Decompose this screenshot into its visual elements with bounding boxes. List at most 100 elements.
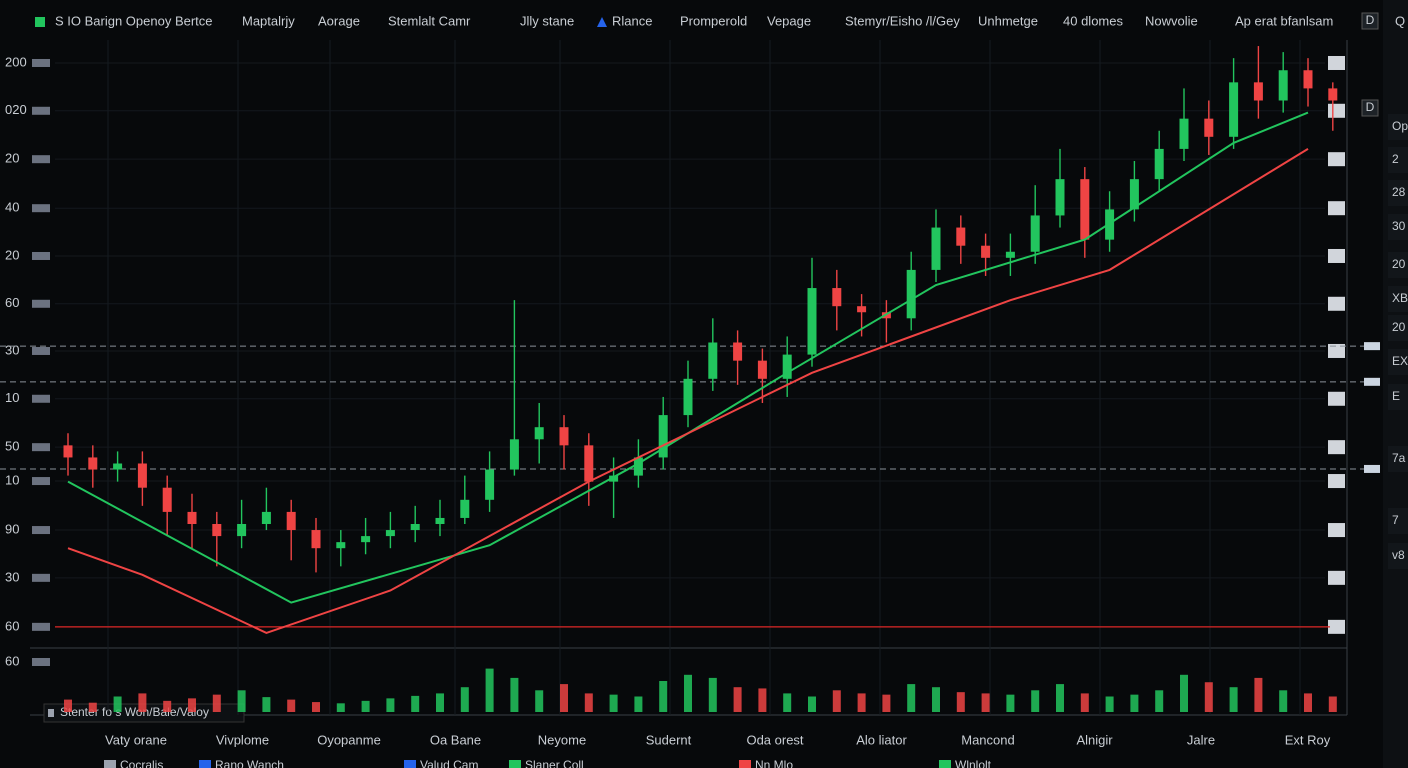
right-tick-box: [1328, 474, 1345, 489]
candle-body: [807, 288, 817, 355]
toolbar-item[interactable]: Stemlalt Camr: [388, 13, 471, 28]
toolbar-item[interactable]: Promperold: [680, 13, 747, 28]
right-tick-box: [1328, 103, 1345, 118]
candle-body: [609, 475, 619, 482]
volume-bar: [1080, 693, 1089, 712]
y-tick-box: [32, 394, 50, 403]
toolbar-item[interactable]: Ap erat bfanlsam: [1235, 13, 1333, 28]
right-tick-box: [1328, 248, 1345, 263]
candle-body: [212, 524, 222, 537]
volume-bar: [460, 687, 469, 712]
volume-bar: [212, 694, 221, 712]
side-box: [1388, 349, 1408, 375]
volume-bar: [659, 681, 668, 712]
right-tick-box: [1328, 152, 1345, 167]
toolbar-item[interactable]: Vepage: [767, 13, 811, 28]
candle-body: [981, 245, 991, 258]
candle-body: [683, 378, 693, 416]
volume-bar: [64, 699, 72, 712]
volume-bar: [1056, 684, 1064, 712]
candle-body: [261, 511, 271, 524]
volume-bar: [262, 697, 271, 712]
candle-body: [1030, 215, 1040, 252]
y-tick-box: [32, 299, 50, 308]
volume-bar: [1304, 693, 1312, 712]
volume-bar: [907, 684, 916, 712]
volume-bar: [1279, 690, 1288, 712]
legend-swatch: [48, 709, 54, 717]
candle-body: [1303, 70, 1313, 89]
volume-bar: [708, 677, 717, 712]
d-button[interactable]: [1361, 12, 1379, 30]
y-tick-box: [32, 443, 50, 452]
volume-bar: [188, 698, 196, 712]
candle-body: [187, 511, 197, 524]
x-tick-label: Mancond: [961, 732, 1014, 747]
legend-text: Stenter fo s Won/Bale/Valoy: [60, 705, 209, 719]
right-tick-box: [1328, 523, 1345, 538]
x-tick-label: Alnigir: [1076, 732, 1113, 747]
candle-body: [1229, 82, 1239, 137]
y-tick-box: [32, 573, 50, 582]
volume-bar: [1180, 674, 1188, 712]
y-tick-label: 60: [5, 618, 19, 633]
candle-body: [1005, 251, 1015, 258]
candle-body: [906, 269, 916, 319]
logo-square: [35, 17, 45, 27]
right-tick-box: [1328, 570, 1345, 585]
right-tick-box: [1328, 440, 1345, 455]
y-tick-box: [32, 658, 50, 666]
legend-swatch: [939, 760, 951, 768]
y-tick-label: 10: [5, 472, 19, 487]
y-tick-box: [32, 526, 50, 535]
volume-bar: [411, 695, 420, 712]
x-tick-label: Vivplome: [216, 732, 269, 747]
volume-bar: [336, 703, 345, 712]
candle-body: [460, 499, 470, 518]
side-value: 28: [1392, 185, 1406, 199]
level-tag: [1364, 342, 1380, 351]
right-tick-box: [1328, 343, 1345, 358]
y-tick-label: 40: [5, 200, 19, 215]
toolbar-item[interactable]: Unhmetge: [978, 13, 1038, 28]
toolbar-item[interactable]: Maptalrjy: [242, 13, 295, 28]
candle-body: [1253, 82, 1263, 101]
right-tick-box: [1328, 296, 1345, 311]
volume-bar: [88, 702, 97, 712]
moving-average: [67, 148, 1309, 634]
volume-bar: [1031, 690, 1040, 712]
candle-body: [509, 439, 519, 470]
candle-body: [410, 524, 420, 531]
toolbar-item[interactable]: Jlly stane: [520, 13, 574, 28]
d-button-label-2: D: [1366, 100, 1375, 114]
toolbar-item[interactable]: 40 dlomes: [1063, 13, 1123, 28]
candle-body: [1278, 70, 1288, 101]
side-box: [1388, 508, 1408, 534]
candle-body: [857, 306, 867, 313]
candle-body: [237, 524, 247, 537]
toolbar-item[interactable]: Aorage: [318, 13, 360, 28]
toolbar-item[interactable]: S IO Barign Openoy Bertce: [55, 13, 213, 28]
y-tick-label: 200: [5, 54, 27, 69]
side-value: 2: [1392, 152, 1399, 166]
volume-bar: [609, 694, 618, 712]
volume-bar: [832, 690, 841, 712]
side-box: [1388, 147, 1408, 173]
volume-bar: [1105, 696, 1114, 712]
toolbar-item[interactable]: Nowvolie: [1145, 13, 1198, 28]
x-tick-label: Sudernt: [646, 732, 692, 747]
toolbar-item[interactable]: Q: [1395, 13, 1405, 28]
candle-body: [336, 542, 346, 549]
y-tick-label: 020: [5, 102, 27, 117]
side-value: 7a: [1392, 451, 1406, 465]
x-tick-label: Oyopanme: [317, 732, 381, 747]
candle-body: [361, 536, 371, 543]
candle-body: [782, 354, 792, 379]
volume-bar: [560, 684, 568, 712]
toolbar-item[interactable]: Stemyr/Eisho /l/Gey: [845, 13, 960, 28]
toolbar-item[interactable]: Rlance: [612, 13, 652, 28]
y-tick-box: [32, 106, 50, 115]
d-button-2[interactable]: [1361, 99, 1379, 117]
candle-body: [137, 463, 147, 488]
toolbar-button-label: D: [1366, 13, 1375, 27]
